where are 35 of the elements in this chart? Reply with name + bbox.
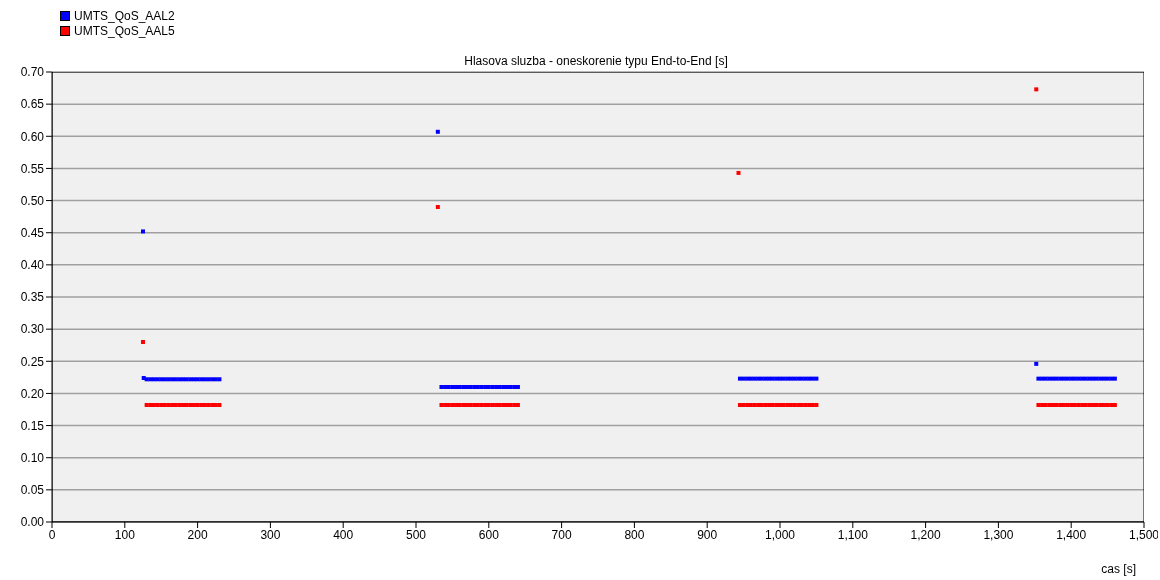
y-tick-label: 0.55 — [20, 161, 45, 176]
x-tick-label: 1,400 — [1056, 527, 1087, 542]
y-tick-label: 0.25 — [20, 354, 45, 369]
x-tick-label: 600 — [478, 527, 500, 542]
x-axis-title: cas [s] — [1101, 562, 1136, 576]
x-tick-label: 1,300 — [983, 527, 1014, 542]
y-tick-label: 0.15 — [20, 418, 45, 433]
legend-label: UMTS_QoS_AAL5 — [74, 23, 175, 38]
x-tick-label: 400 — [333, 527, 354, 542]
x-tick-label: 700 — [551, 527, 572, 542]
x-tick-label: 300 — [260, 527, 281, 542]
x-tick-label: 1,200 — [910, 527, 941, 542]
x-tick-label: 1,100 — [837, 527, 869, 542]
x-tick-label: 800 — [624, 527, 645, 542]
x-tick-label: 900 — [697, 527, 718, 542]
x-tick-label: 1,000 — [764, 527, 796, 542]
y-tick-label: 0.50 — [20, 193, 45, 208]
y-tick-label: 0.45 — [20, 225, 45, 240]
y-tick-label: 0.00 — [20, 515, 45, 530]
y-tick-label: 0.65 — [20, 97, 45, 112]
y-tick-label: 0.60 — [20, 129, 45, 144]
y-tick-label: 0.35 — [20, 290, 45, 305]
y-tick-label: 0.05 — [20, 483, 45, 498]
y-tick-label: 0.70 — [20, 65, 45, 80]
chart-title: Hlasova sluzba - oneskorenie typu End-to-End [s] — [463, 54, 729, 68]
x-tick-label: 200 — [187, 527, 208, 542]
x-tick-label: 100 — [114, 527, 136, 542]
legend-label: UMTS_QoS_AAL2 — [74, 8, 175, 23]
y-tick-label: 0.30 — [20, 322, 45, 337]
y-tick-label: 0.20 — [20, 386, 45, 401]
y-tick-label: 0.40 — [20, 258, 45, 273]
y-tick-label: 0.10 — [20, 450, 45, 465]
x-tick-label: 1,500 — [1128, 527, 1160, 542]
x-tick-label: 0 — [48, 527, 56, 542]
x-tick-label: 500 — [405, 527, 427, 542]
